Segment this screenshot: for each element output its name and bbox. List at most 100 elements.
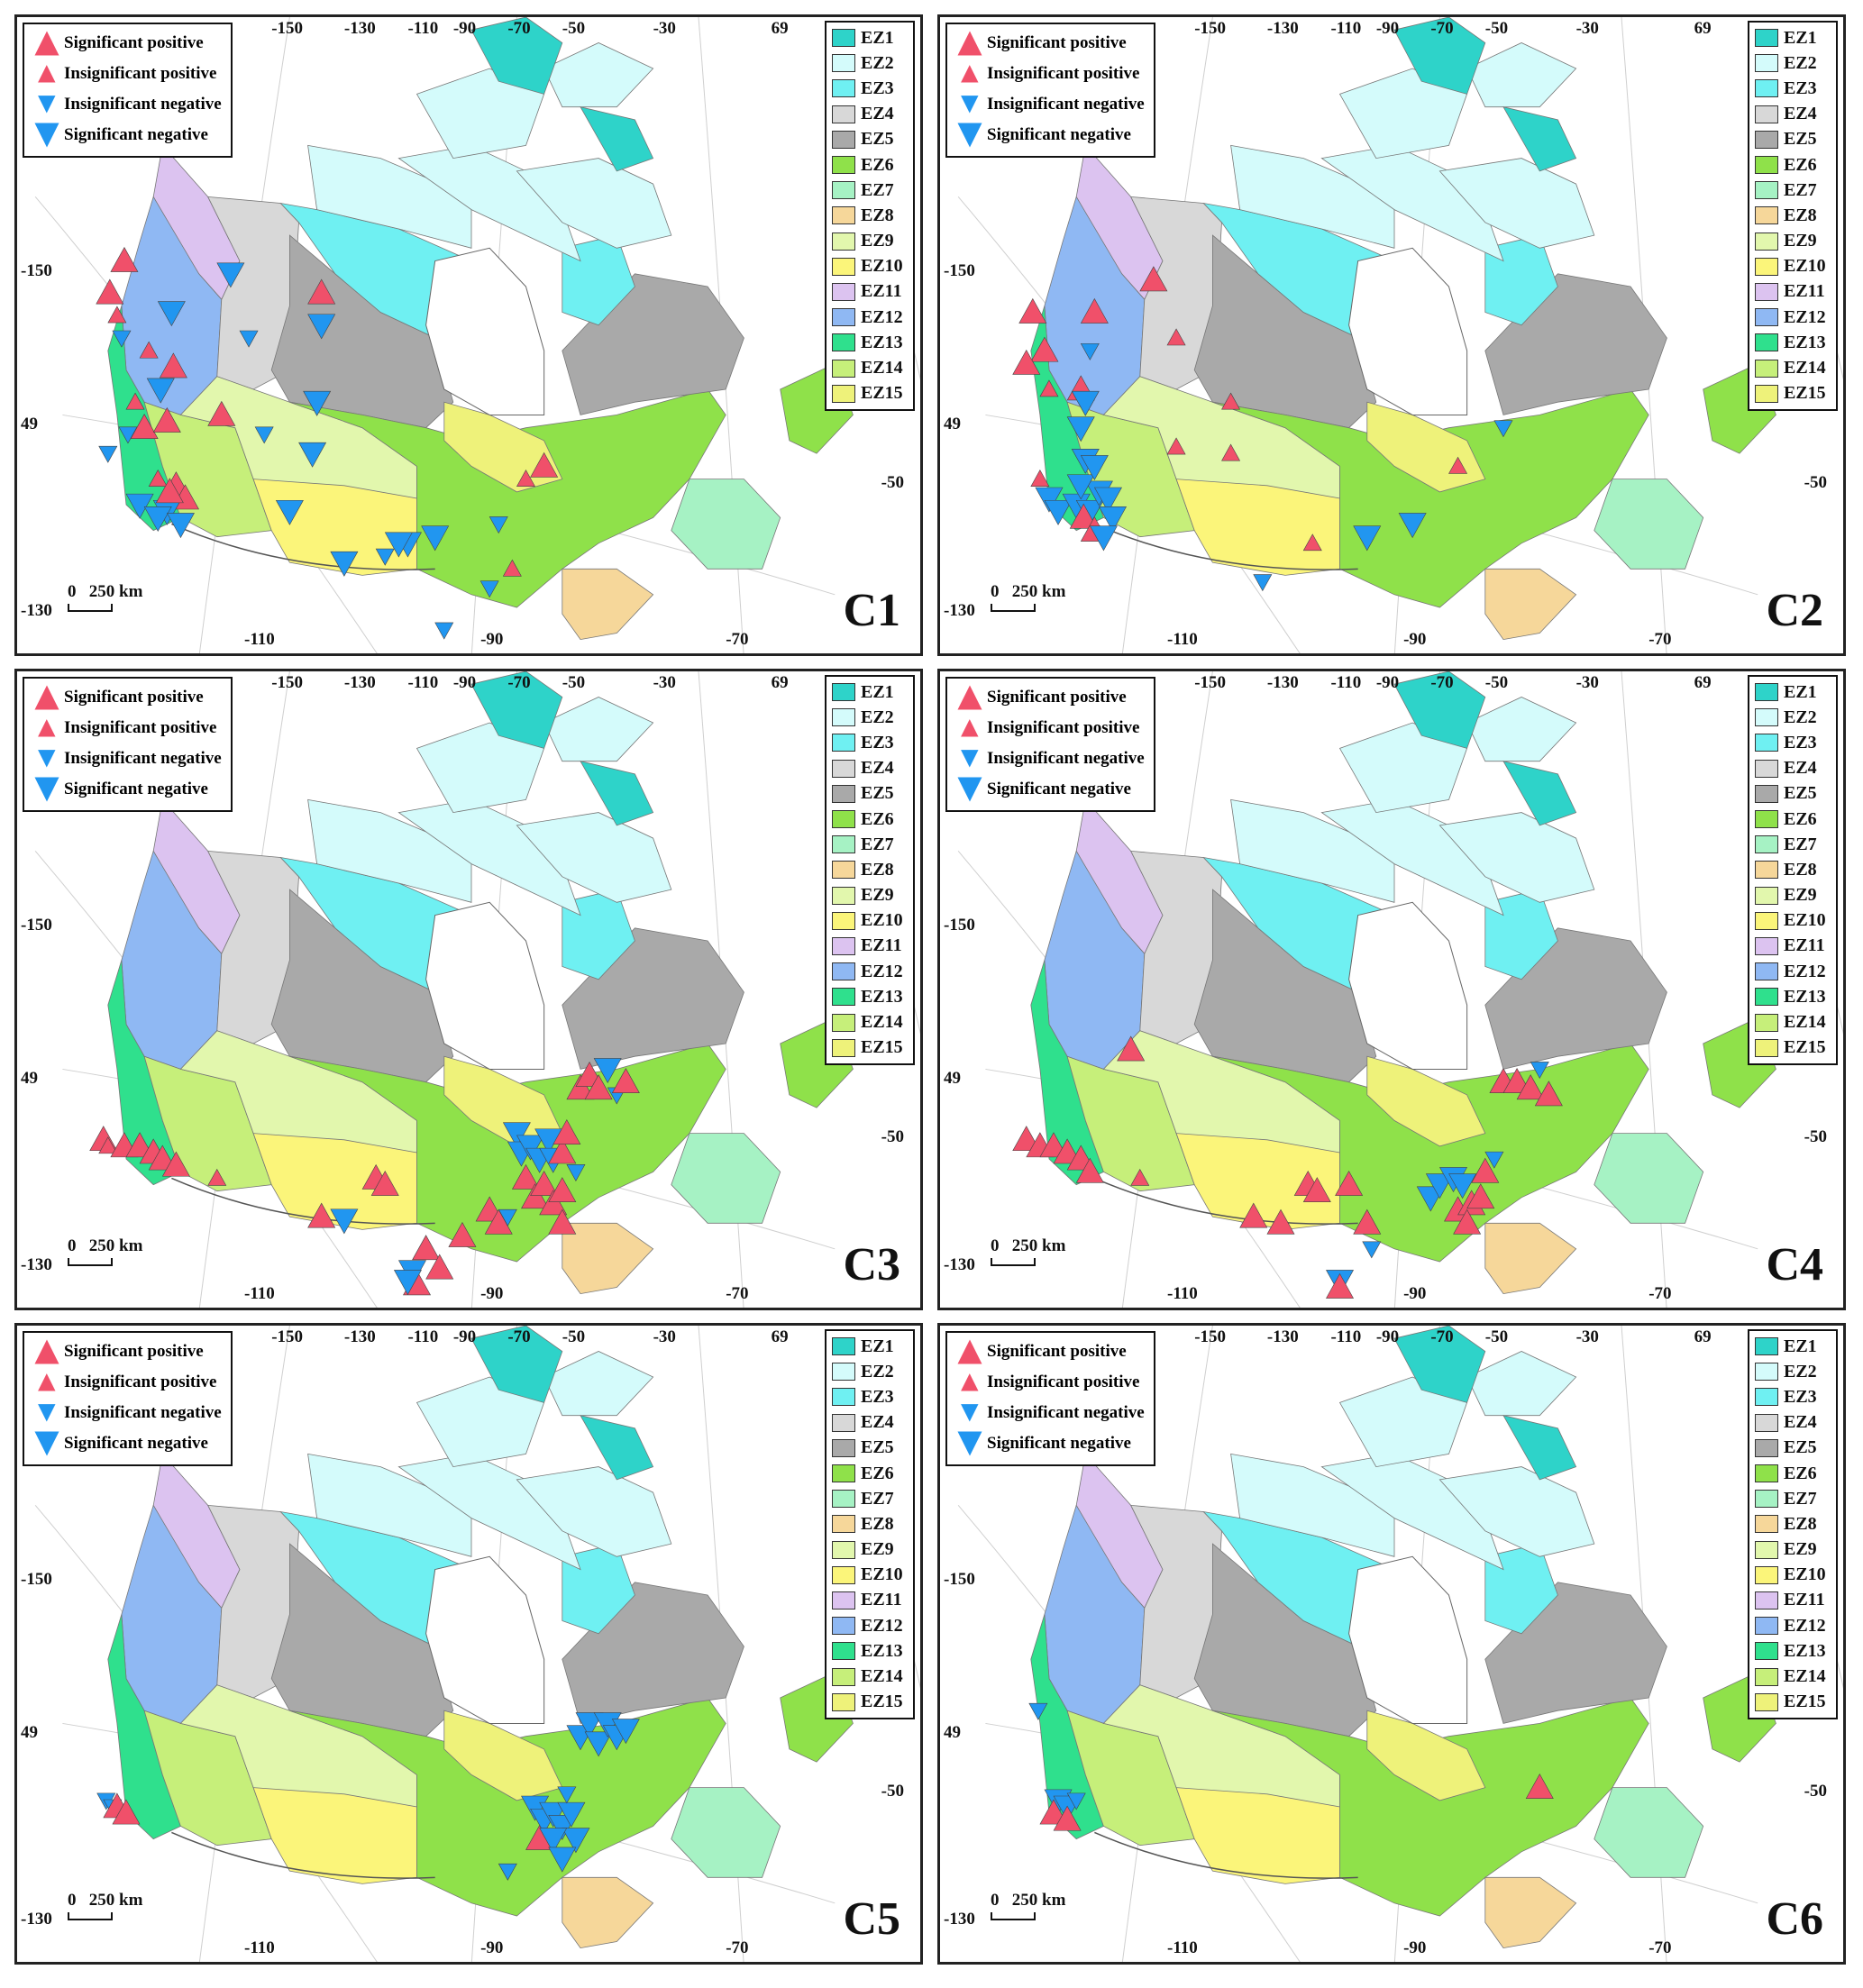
ecozone-label: EZ11: [1784, 935, 1825, 956]
legend-trend-label: Significant positive: [987, 688, 1127, 707]
legend-trend-row: Insignificant negative: [953, 89, 1145, 120]
coord-label-bottom: -110: [1167, 1938, 1198, 1957]
station-marker-insignificant-negative: [479, 580, 499, 598]
ecozone-label: EZ10: [861, 256, 903, 277]
coord-label-top: -50: [562, 673, 586, 692]
ecozone-legend-row: EZ3: [1755, 730, 1831, 755]
ecozone-legend-row: EZ6: [832, 807, 908, 832]
hudson-bay: [1348, 901, 1468, 1070]
ecozone-ez8-12: [1484, 1876, 1577, 1949]
station-marker-significant-negative: [1066, 416, 1095, 442]
ecozone-legend-row: EZ10: [832, 254, 908, 279]
ecozone-legend-row: EZ6: [1755, 807, 1831, 832]
station-marker-insignificant-negative: [98, 445, 118, 463]
ecozone-label: EZ6: [861, 1463, 894, 1483]
ecozone-ez2-19: [416, 722, 545, 814]
station-marker-insignificant-positive: [1448, 456, 1468, 474]
ecozone-swatch: [832, 333, 855, 352]
ecozone-label: EZ1: [861, 681, 894, 702]
ecozone-ez1-22: [1502, 1415, 1577, 1481]
station-marker-significant-positive: [1030, 336, 1059, 362]
coord-label-left: -150: [944, 260, 975, 280]
ecozone-legend-row: EZ6: [832, 152, 908, 178]
legend-trend-label: Insignificant positive: [987, 1372, 1140, 1391]
coord-label-bottom: -110: [244, 1938, 275, 1957]
ecozone-legend-row: EZ3: [832, 730, 908, 755]
coord-label-top: -70: [1430, 673, 1454, 692]
station-marker-significant-positive: [548, 1208, 577, 1235]
ecozone-label: EZ8: [1784, 1513, 1817, 1534]
scale-bar-line: [68, 1258, 113, 1266]
ecozone-label: EZ13: [1784, 986, 1826, 1007]
station-marker-significant-negative: [557, 1801, 586, 1828]
ecozone-swatch: [832, 683, 855, 702]
station-marker-significant-positive: [112, 1799, 141, 1825]
ecozone-swatch: [832, 911, 855, 930]
ecozone-swatch: [832, 232, 855, 251]
station-marker-insignificant-negative: [1362, 1241, 1382, 1259]
coord-label-left: -150: [21, 260, 52, 280]
station-marker-significant-negative: [1080, 455, 1109, 481]
trend-legend: Significant positive Insignificant posit…: [23, 677, 233, 812]
ecozone-swatch: [832, 1337, 855, 1356]
scale-bar: 0 250 km: [991, 1891, 1065, 1920]
legend-trend-label: Insignificant positive: [64, 718, 217, 737]
ecozone-legend-row: EZ11: [832, 279, 908, 305]
station-marker-significant-negative: [143, 506, 172, 532]
legend-trend-row: Insignificant positive: [30, 713, 222, 743]
ecozone-label: EZ4: [1784, 104, 1817, 124]
ecozone-ez15-10: [443, 1710, 563, 1801]
ecozone-ez2-16: [1230, 1453, 1395, 1557]
station-marker-significant-positive: [1326, 1272, 1355, 1299]
ecozone-label: EZ8: [1784, 205, 1817, 225]
ecozone-ez15-10: [1366, 1710, 1486, 1801]
legend-trend-label: Significant negative: [987, 1434, 1131, 1453]
ecozone-legend-row: EZ9: [832, 1537, 908, 1563]
ecozone-label: EZ4: [1784, 1412, 1817, 1433]
coord-label-bottom: -110: [1167, 630, 1198, 649]
ecozone-legend-row: EZ11: [832, 1588, 908, 1613]
legend-trend-row: Significant positive: [953, 1336, 1145, 1367]
southern-border: [1094, 523, 1358, 570]
ecozone-legend-row: EZ2: [1755, 1359, 1831, 1384]
ecozone-ez10-6: [252, 1133, 417, 1230]
coord-label-bottom: -90: [1403, 1938, 1427, 1957]
legend-trend-label: Insignificant negative: [987, 95, 1145, 114]
ecozone-ez2-16: [307, 1453, 472, 1557]
ecozone-label: EZ11: [1784, 281, 1825, 302]
ecozone-ez1-22: [1502, 106, 1577, 172]
legend-symbol-icon: [30, 774, 64, 805]
station-marker-insignificant-negative: [375, 548, 395, 566]
coord-label-top: -130: [343, 19, 376, 38]
ecozone-ez1-21: [470, 671, 563, 749]
coord-label-right: -50: [881, 1781, 904, 1801]
ecozone-legend-row: EZ1: [832, 25, 908, 50]
ecozone-legend-row: EZ7: [832, 1486, 908, 1511]
ecozone-legend-row: EZ8: [1755, 1511, 1831, 1537]
ecozone-legend-row: EZ4: [832, 102, 908, 127]
station-marker-significant-negative: [146, 378, 175, 404]
coord-label-top: -130: [343, 1327, 376, 1346]
ecozone-ez2-18: [1438, 1466, 1595, 1557]
station-marker-significant-positive: [96, 278, 124, 305]
coord-label-bottom: -90: [1403, 1284, 1427, 1303]
station-marker-significant-negative: [584, 1731, 613, 1757]
ecozone-ez2-18: [516, 812, 672, 903]
coord-label-top: -150: [271, 673, 304, 692]
station-marker-insignificant-negative: [498, 1863, 517, 1881]
ecozone-legend-row: EZ15: [832, 1035, 908, 1061]
coord-label-bottom: -110: [244, 1284, 275, 1303]
ecozone-legend-row: EZ8: [832, 203, 908, 228]
station-marker-insignificant-positive: [1166, 437, 1186, 455]
ecozone-legend-row: EZ1: [1755, 679, 1831, 705]
ecozone-legend-row: EZ12: [832, 959, 908, 984]
coord-label-bottom: -70: [726, 630, 749, 649]
ecozone-label: EZ2: [1784, 52, 1817, 73]
legend-trend-label: Insignificant positive: [987, 718, 1140, 737]
station-marker-insignificant-negative: [239, 330, 259, 348]
ecozone-label: EZ5: [1784, 129, 1817, 150]
ecozone-ez2-19: [416, 68, 545, 160]
ecozone-legend-row: EZ10: [832, 1563, 908, 1588]
ecozone-ez2-18: [1438, 812, 1595, 903]
ecozone-label: EZ13: [861, 1640, 903, 1661]
